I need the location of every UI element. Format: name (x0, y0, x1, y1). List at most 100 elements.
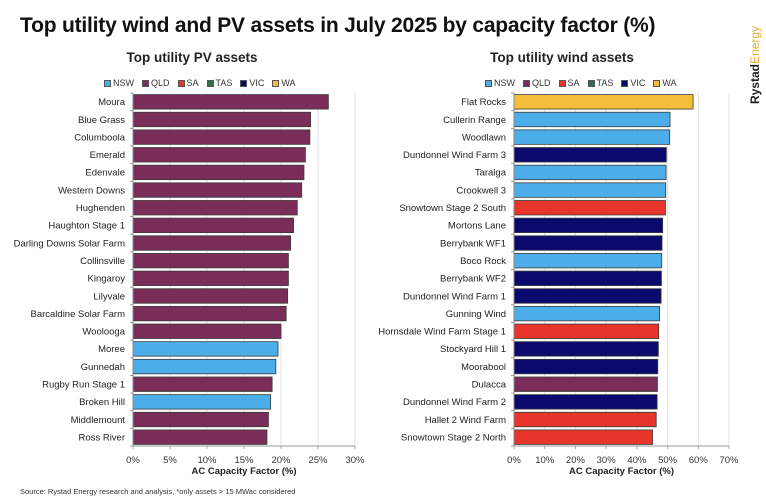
wind-bar (513, 235, 663, 251)
wind-x-tick-label: 70% (719, 455, 739, 466)
legend-swatch (621, 79, 629, 87)
wind-category-label: Hornsdale Wind Farm Stage 1 (378, 327, 506, 338)
wind-category-label: Boco Rock (460, 256, 506, 267)
wind-bar (513, 305, 660, 322)
legend-item-wa: WA (272, 78, 296, 88)
pv-bar (132, 94, 329, 110)
pv-category-label: Rugby Run Stage 1 (42, 380, 125, 391)
legend-label: NSW (113, 78, 134, 88)
pv-x-tick-label: 10% (197, 455, 217, 466)
pv-chart-title: Top utility PV assets (126, 50, 258, 65)
wind-category-label: Taralga (475, 168, 507, 179)
legend-swatch (653, 79, 661, 87)
pv-category-label: Western Downs (58, 185, 125, 196)
legend-swatch (558, 79, 566, 87)
legend-label: WA (281, 78, 296, 88)
wind-category-label: Snowtown Stage 2 South (399, 203, 506, 214)
pv-bar (132, 411, 269, 428)
wind-x-tick-label: 50% (658, 455, 678, 466)
wind-category-label: Dundonnel Wind Farm 3 (403, 150, 506, 161)
wind-category-label: Flat Rocks (461, 97, 506, 108)
pv-category-label: Hughenden (76, 203, 125, 214)
wind-category-label: Hallet 2 Wind Farm (425, 415, 506, 426)
pv-bar (132, 217, 294, 234)
wind-x-tick-label: 0% (507, 455, 521, 466)
legend-swatch (587, 79, 595, 87)
legend-swatch (104, 79, 111, 87)
wind-category-label: Dundonnel Wind Farm 2 (403, 397, 506, 408)
main-title: Top utility wind and PV assets in July 2… (20, 14, 656, 37)
pv-legend: NSW QLD SA TAS VIC WA (104, 78, 296, 88)
wind-category-label: Moorabool (461, 362, 506, 373)
pv-category-label: Emerald (90, 150, 125, 161)
pv-x-tick-label: 20% (271, 455, 291, 466)
wind-bar (513, 164, 667, 181)
pv-category-label: Blue Grass (78, 115, 125, 126)
legend-swatch (272, 79, 280, 87)
pv-category-label: Middlemount (71, 415, 126, 426)
legend-label: TAS (215, 78, 233, 88)
wind-bar (513, 182, 667, 198)
wind-legend: NSW QLD SA TAS VIC WA (485, 78, 677, 88)
pv-category-label: Gunnedah (81, 362, 125, 373)
wind-bar (513, 394, 658, 410)
legend-swatch (206, 79, 214, 87)
wind-bar (513, 270, 662, 286)
wind-category-label: Berrybank WF2 (440, 274, 506, 285)
wind-category-label: Berrybank WF1 (440, 238, 506, 249)
wind-category-label: Stockyard Hill 1 (440, 344, 506, 355)
pv-category-label: Darling Downs Solar Farm (14, 238, 125, 249)
logo-part-rystad: Rystad (748, 63, 762, 104)
legend-swatch (177, 79, 185, 87)
pv-category-label: Barcaldine Solar Farm (30, 309, 125, 320)
wind-x-tick-label: 30% (597, 455, 617, 466)
rystad-energy-logo: RystadEnergy (748, 26, 762, 104)
wind-x-tick-label: 20% (566, 455, 586, 466)
legend-label: SA (186, 78, 199, 88)
wind-chart-title: Top utility wind assets (490, 50, 634, 65)
pv-bar (132, 429, 268, 445)
pv-category-label: Haughton Stage 1 (48, 221, 125, 232)
wind-category-label: Woodlawn (462, 132, 506, 143)
pv-bar (132, 288, 289, 304)
legend-swatch (142, 79, 149, 87)
pv-bar (132, 111, 312, 128)
wind-bar (513, 147, 667, 163)
legend-item-sa: SA (177, 78, 199, 88)
wind-x-tick-label: 10% (535, 455, 555, 466)
pv-x-tick-label: 15% (234, 455, 254, 466)
legend-item-tas: TAS (206, 78, 233, 88)
pv-bar (132, 358, 277, 375)
legend-item-qld: QLD (142, 78, 170, 88)
wind-bar (513, 376, 658, 392)
legend-item-nsw: NSW (104, 78, 134, 88)
pv-bar (132, 235, 292, 251)
pv-category-label: Kingaroy (88, 274, 126, 285)
wind-bar (513, 358, 659, 375)
wind-category-label: Cullerin Range (443, 115, 506, 126)
pv-bar (132, 147, 306, 163)
pv-category-label: Columboola (74, 132, 125, 143)
pv-bar (132, 164, 305, 181)
wind-bar (513, 411, 657, 428)
wind-x-tick-label: 40% (627, 455, 647, 466)
wind-category-label: Dulacca (472, 380, 507, 391)
wind-bar (513, 111, 671, 128)
wind-bar (513, 341, 659, 357)
pv-category-label: Collinsville (80, 256, 125, 267)
legend-item-vic: VIC (621, 78, 645, 88)
pv-category-label: Ross River (79, 432, 125, 443)
legend-label: TAS (596, 78, 614, 88)
legend-swatch (485, 79, 492, 87)
pv-bar (132, 305, 287, 322)
pv-bar (132, 129, 311, 145)
legend-swatch (523, 79, 530, 87)
pv-category-label: Moree (98, 344, 125, 355)
pv-bar (132, 376, 273, 392)
legend-label: VIC (630, 78, 646, 88)
legend-label: QLD (151, 78, 170, 88)
wind-category-label: Snowtown Stage 2 North (401, 432, 506, 443)
legend-item-wa: WA (653, 78, 677, 88)
wind-bar (513, 200, 666, 216)
pv-category-label: Lilyvale (93, 291, 125, 302)
